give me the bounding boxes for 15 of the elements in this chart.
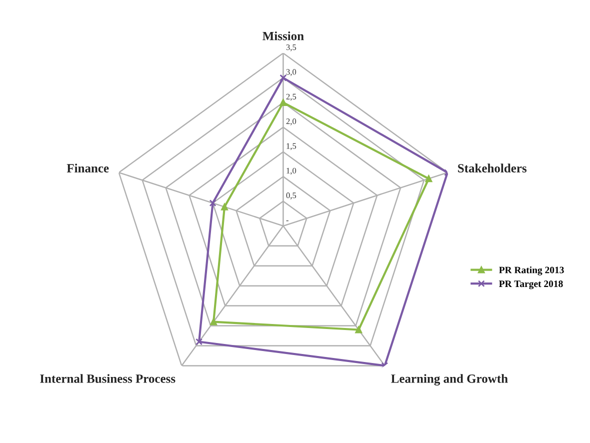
legend-label: PR Rating 2013 [499,266,564,276]
y-tick-label: 1,0 [286,168,296,175]
legend-label: PR Target 2018 [499,280,563,290]
y-tick-label: 0,5 [286,192,296,200]
spoke-label: Internal Business Process [40,374,176,383]
y-tick-label: 3,5 [286,44,296,52]
y-tick-label: 2,5 [286,94,296,101]
y-tick-label: 1,5 [286,143,296,150]
y-tick-label: 2,0 [286,118,296,126]
spoke-label: Mission [262,31,304,40]
y-tick-label: 3,0 [286,69,296,76]
spoke-label: Finance [66,164,109,172]
y-tick-label: - [286,220,288,222]
spoke-label: Learning and Growth [391,374,508,386]
spoke-label: Stakeholders [458,164,527,172]
